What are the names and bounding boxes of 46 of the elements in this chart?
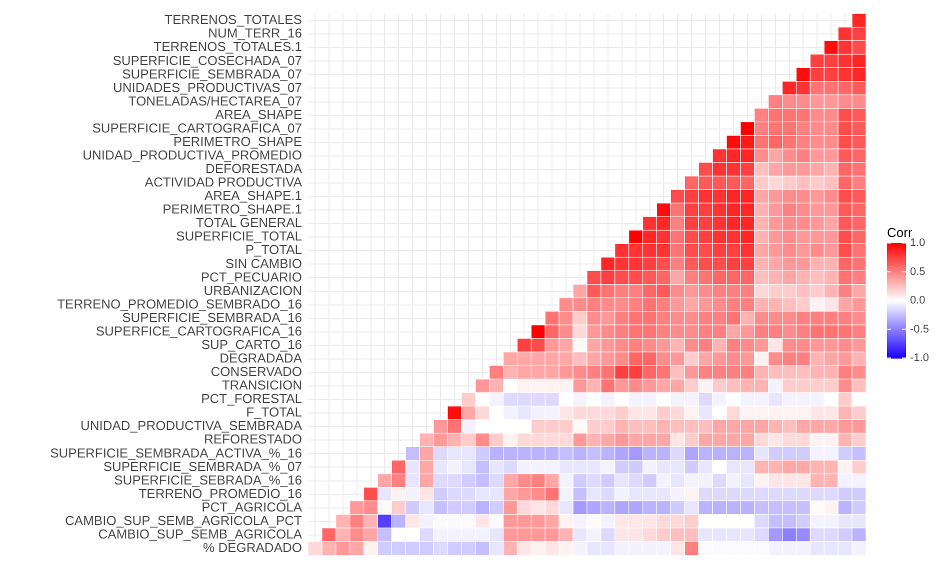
y-tick-label: SUPERFICIE_TOTAL bbox=[176, 228, 302, 244]
y-tick-label: P_TOTAL bbox=[245, 242, 302, 258]
y-tick-label: TERRENO_PROMEDIO_SEMBRADO_16 bbox=[57, 296, 302, 312]
y-tick-label: DEFORESTADA bbox=[205, 161, 302, 176]
y-tick-label: DEGRADADA bbox=[220, 350, 302, 366]
y-tick-label: SUPERFICIE_SEBRADA_%_16 bbox=[114, 472, 302, 488]
y-tick-label: SUPERFICIE_SEMBRADA_07 bbox=[122, 66, 302, 82]
y-tick-label: PCT_FORESTAL bbox=[201, 391, 302, 406]
y-tick-label: SUP_CARTO_16 bbox=[201, 336, 302, 352]
color-bar-label: -1.0 bbox=[910, 352, 929, 364]
y-tick-label: UNIDAD_PRODUCTIVA_PROMEDIO bbox=[82, 147, 302, 162]
y-tick-label: PERIMETRO_SHAPE bbox=[173, 134, 302, 149]
y-tick-label: TERRENO_PROMEDIO_16 bbox=[138, 486, 302, 501]
y-tick-label: SUPERFICIE_SEMBRADA_16 bbox=[122, 310, 302, 325]
y-tick-label: CONSERVADO bbox=[210, 364, 302, 380]
y-tick-label: F_TOTAL bbox=[246, 404, 302, 420]
color-bar-label: 0.5 bbox=[910, 266, 926, 278]
y-tick-label: SUPERFICE_CARTOGRAFICA_16 bbox=[96, 323, 302, 338]
y-tick-label: SUPERFICIE_CARTOGRAFICA_07 bbox=[92, 120, 302, 136]
y-tick-label: URBANIZACION bbox=[204, 282, 302, 298]
y-tick-label: NUM_TERR_16 bbox=[208, 26, 302, 41]
color-bar-label: 1.0 bbox=[910, 237, 926, 250]
y-tick-label: UNIDAD_PRODUCTIVA_SEMBRADA bbox=[80, 418, 302, 434]
y-tick-label: TERRENOS_TOTALES bbox=[164, 12, 302, 28]
color-bar-title: Corr bbox=[887, 225, 913, 240]
y-tick-label: PCT_PECUARIO bbox=[200, 269, 302, 284]
y-tick-label: TRANSICION bbox=[222, 378, 302, 393]
y-tick-label: TOTAL GENERAL bbox=[196, 215, 302, 230]
y-tick-label: REFORESTADO bbox=[204, 432, 302, 447]
y-tick-label: SUPERFICIE_SEMBRADA_%_07 bbox=[103, 458, 302, 474]
y-tick-label: SIN CAMBIO bbox=[225, 256, 302, 271]
y-tick-label: AREA_SHAPE bbox=[215, 106, 302, 122]
y-tick-label: CAMBIO_SUP_SEMB_AGRICOLA bbox=[98, 526, 302, 542]
y-tick-label: SUPERFICIE_SEMBRADA_ACTIVA_%_16 bbox=[50, 445, 302, 460]
color-bar-label: -0.5 bbox=[910, 323, 929, 336]
y-tick-label: PCT_AGRICOLA bbox=[202, 499, 302, 514]
y-tick-label: PERIMETRO_SHAPE.1 bbox=[162, 202, 302, 217]
y-tick-label: UNIDADES_PRODUCTIVAS_07 bbox=[112, 80, 302, 95]
y-tick-label: AREA_SHAPE.1 bbox=[204, 188, 302, 204]
y-tick-label: TERRENOS_TOTALES.1 bbox=[154, 39, 302, 54]
y-tick-label: SUPERFICIE_COSECHADA_07 bbox=[112, 52, 302, 68]
y-tick-label: CAMBIO_SUP_SEMB_AGRICOLA_PCT bbox=[65, 512, 302, 528]
y-tick-label: % DEGRADADO bbox=[203, 540, 302, 556]
y-tick-label: ACTIVIDAD PRODUCTIVA bbox=[144, 174, 302, 190]
y-tick-label: TONELADAS/HECTAREA_07 bbox=[128, 93, 302, 108]
color-bar-label: 0.0 bbox=[910, 294, 926, 307]
